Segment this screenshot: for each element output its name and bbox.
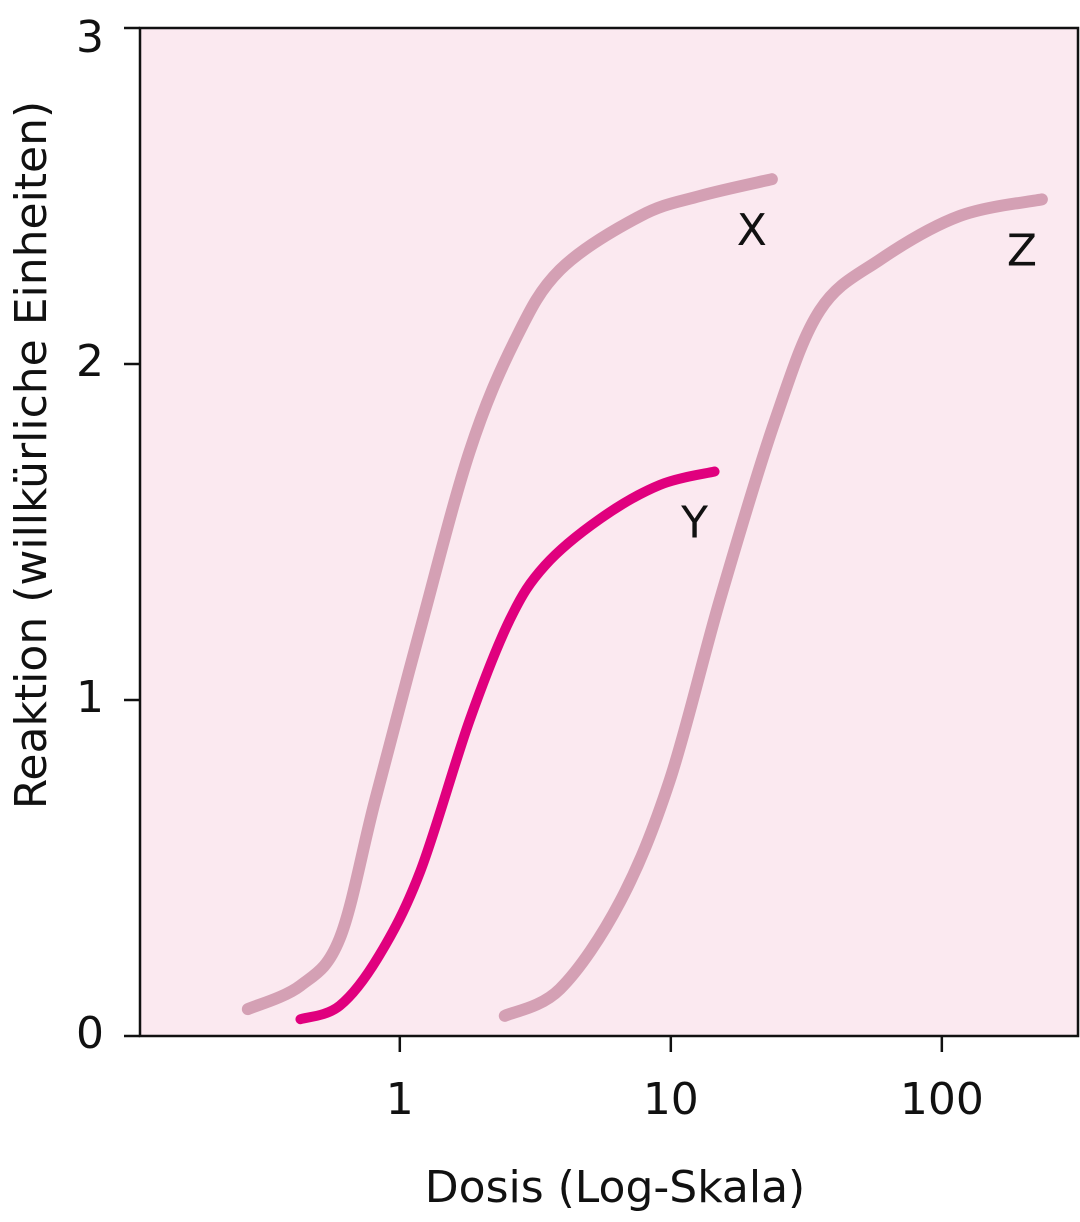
x-tick-label: 1 [386,1074,414,1125]
y-tick-label: 0 [76,1008,104,1059]
series-label: Y [680,498,708,549]
y-tick-label: 2 [76,336,104,387]
plot-area [138,26,1080,1038]
series-label: X [737,205,767,256]
line [295,466,720,1025]
x-axis-title: Dosis (Log-Skala) [425,1162,805,1213]
line [498,193,1048,1022]
line [241,173,778,1016]
series-label: Z [1007,225,1037,276]
x-tick-label: 10 [643,1074,699,1125]
y-tick-label: 3 [76,12,104,63]
y-axis-title: Reaktion (willkürliche Einheiten) [6,101,57,809]
x-tick-label: 100 [900,1074,984,1125]
y-tick-label: 1 [76,672,104,723]
